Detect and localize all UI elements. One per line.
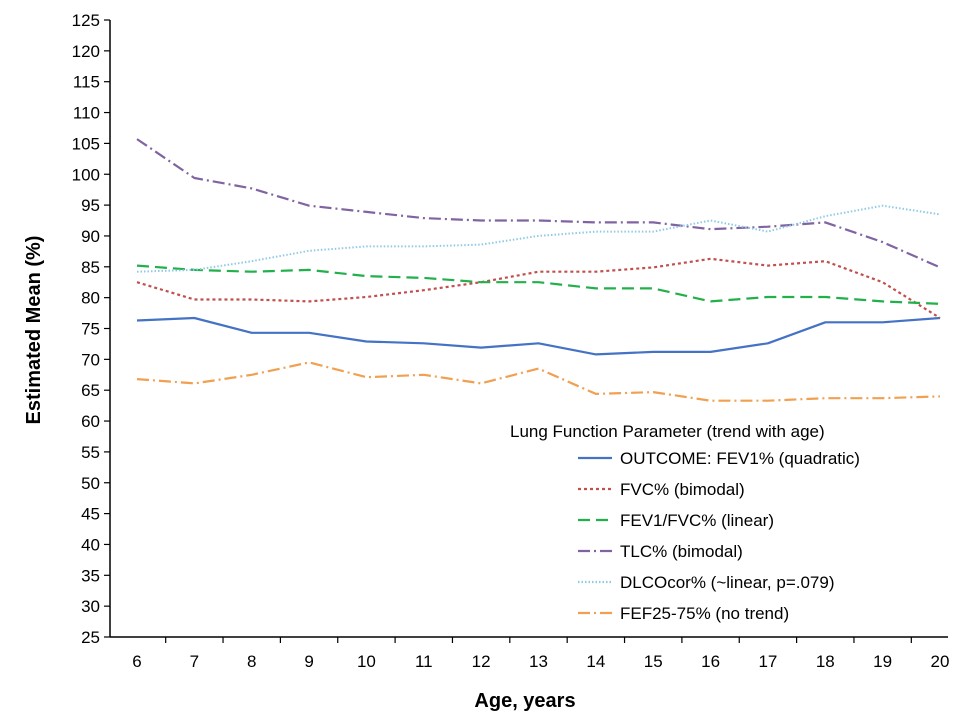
series-line-6 — [136, 361, 941, 402]
x-tick-label: 13 — [529, 652, 548, 671]
legend-label: TLC% (bimodal) — [620, 542, 743, 561]
series-line-2 — [136, 257, 941, 319]
x-tick-label: 9 — [304, 652, 313, 671]
y-tick-label: 40 — [81, 535, 100, 554]
series-line-3 — [136, 264, 941, 305]
y-tick-label: 120 — [72, 42, 100, 61]
x-tick-label: 15 — [644, 652, 663, 671]
x-tick-label: 17 — [758, 652, 777, 671]
y-tick-label: 110 — [73, 104, 100, 123]
y-tick-label: 30 — [81, 597, 100, 616]
legend: Lung Function Parameter (trend with age)… — [510, 422, 860, 623]
x-tick-label: 16 — [701, 652, 720, 671]
legend-label: DLCOcor% (~linear, p=.079) — [620, 573, 835, 592]
y-tick-label: 100 — [72, 165, 100, 184]
y-tick-label: 60 — [81, 412, 100, 431]
y-axis-title: Estimated Mean (%) — [23, 236, 45, 425]
y-tick-label: 65 — [81, 381, 100, 400]
y-tick-label: 25 — [81, 628, 100, 647]
y-tick-label: 35 — [81, 566, 100, 585]
x-axis: 6 7 8 9 10 11 12 13 14 15 16 17 18 19 20 — [110, 636, 950, 671]
x-tick-label: 11 — [415, 652, 433, 671]
x-tick-label: 8 — [247, 652, 256, 671]
series-line-4 — [136, 138, 941, 269]
x-tick-label: 19 — [873, 652, 892, 671]
y-tick-label: 50 — [81, 474, 100, 493]
y-tick-label: 125 — [72, 11, 100, 30]
x-tick-label: 18 — [816, 652, 835, 671]
legend-label: FEF25-75% (no trend) — [620, 604, 789, 623]
y-tick-label: 105 — [72, 134, 100, 153]
y-tick-label: 80 — [81, 289, 100, 308]
legend-title: Lung Function Parameter (trend with age) — [510, 422, 825, 441]
legend-label: OUTCOME: FEV1% (quadratic) — [620, 449, 860, 468]
series-line-1 — [136, 316, 941, 356]
x-tick-label: 14 — [586, 652, 605, 671]
series-lines — [136, 138, 941, 402]
x-axis-title: Age, years — [474, 690, 575, 712]
x-tick-label: 12 — [472, 652, 491, 671]
series-line-5 — [136, 204, 941, 273]
y-tick-label: 70 — [81, 350, 100, 369]
y-tick-label: 115 — [73, 73, 100, 92]
x-tick-label: 6 — [132, 652, 141, 671]
y-tick-label: 85 — [81, 258, 100, 277]
x-tick-label: 10 — [357, 652, 376, 671]
x-tick-label: 20 — [931, 652, 950, 671]
y-axis: 25 30 35 40 45 50 55 60 65 70 75 80 85 90 95 100 105 110 1… — [72, 11, 111, 647]
legend-label: FVC% (bimodal) — [620, 480, 745, 499]
y-tick-label: 45 — [81, 505, 100, 524]
legend-label: FEV1/FVC% (linear) — [620, 511, 774, 530]
y-tick-label: 90 — [81, 227, 100, 246]
y-tick-label: 75 — [81, 320, 100, 339]
y-tick-label: 55 — [81, 443, 100, 462]
x-tick-label: 7 — [190, 652, 199, 671]
y-tick-label: 95 — [81, 196, 100, 215]
